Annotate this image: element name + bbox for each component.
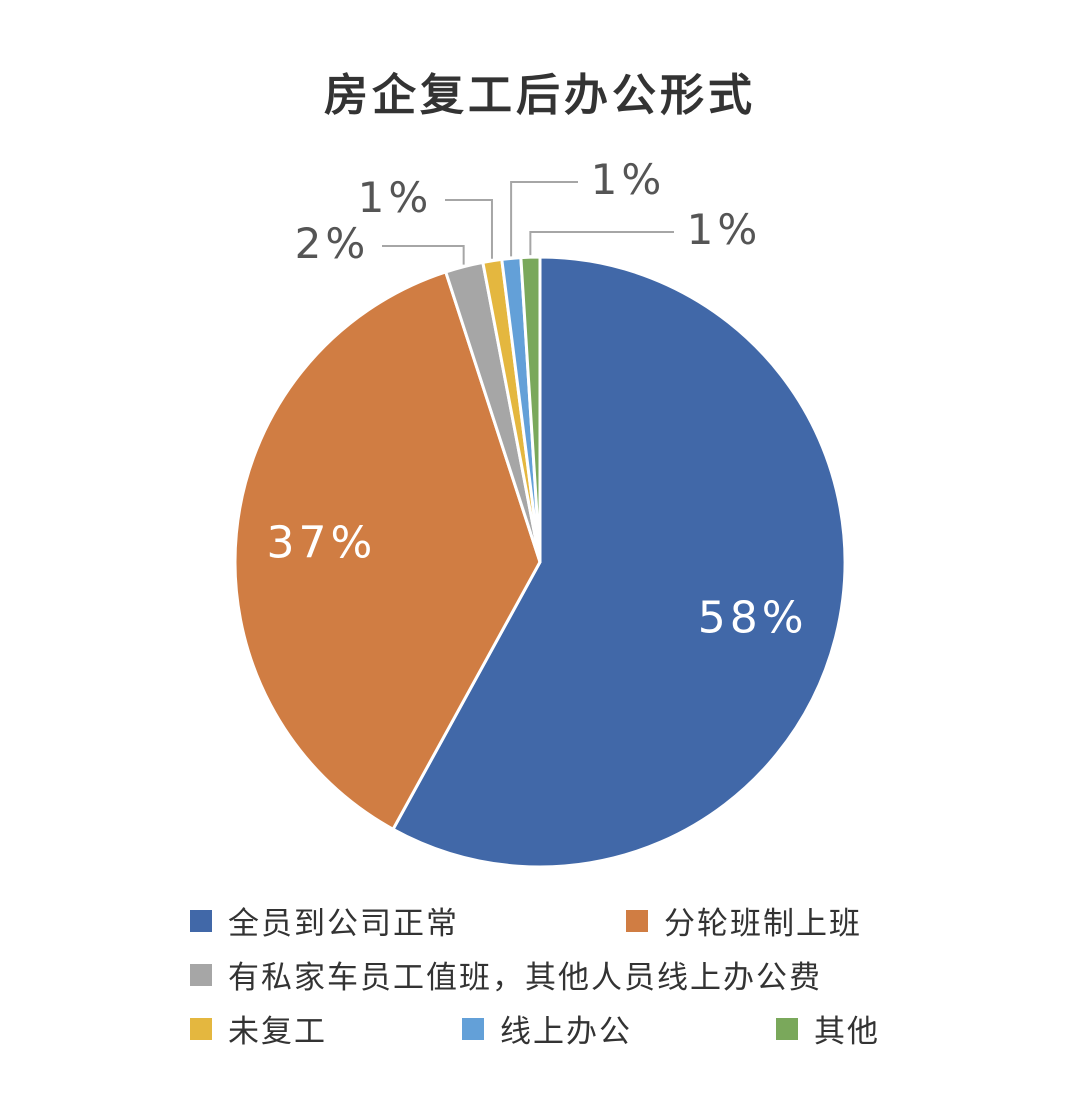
legend-label: 分轮班制上班 xyxy=(664,906,862,942)
legend-swatch xyxy=(190,909,212,932)
legend-swatch xyxy=(776,1017,798,1040)
leader-line-not-resumed xyxy=(445,199,493,259)
legend-label: 其他 xyxy=(814,1014,880,1050)
legend-label: 全员到公司正常 xyxy=(228,906,459,942)
data-label-shifts: 37% xyxy=(266,517,376,568)
leader-line-other xyxy=(529,231,674,256)
data-label-not-resumed: 1% xyxy=(358,173,433,222)
legend-item-full-staff: 全员到公司正常 xyxy=(190,898,459,943)
leader-line-online xyxy=(510,181,578,257)
pie-slices xyxy=(233,255,847,869)
legend-label: 未复工 xyxy=(228,1014,327,1050)
pie-slice-full-staff xyxy=(391,255,847,869)
pie-slice-shifts xyxy=(233,270,542,832)
legend-swatch xyxy=(190,963,212,986)
data-label-full-staff: 58% xyxy=(698,593,808,644)
legend-label: 有私家车员工值班，其他人员线上办公费 xyxy=(228,960,822,996)
legend-item-other: 其他 xyxy=(776,1006,880,1051)
legend-item-not-resumed: 未复工 xyxy=(190,1006,327,1051)
legend-swatch xyxy=(626,909,648,932)
leader-line-private-car xyxy=(382,245,465,265)
leader-lines xyxy=(382,181,674,265)
data-labels: 58%37%2%1% 1%1% xyxy=(266,155,808,644)
chart-title: 房企复工后办公形式 xyxy=(324,70,756,121)
data-label-other: 1% xyxy=(687,205,762,254)
data-label-private-car: 2% xyxy=(295,219,370,268)
legend-item-private-car: 有私家车员工值班，其他人员线上办公费 xyxy=(190,952,822,997)
legend-swatch xyxy=(462,1017,484,1040)
data-label-online: 1% xyxy=(591,155,666,204)
legend-label: 线上办公 xyxy=(500,1014,632,1050)
pie-slice-other xyxy=(519,255,542,563)
legend-item-online: 线上办公 xyxy=(462,1006,632,1051)
legend-item-shifts: 分轮班制上班 xyxy=(626,898,862,943)
legend-swatch xyxy=(190,1017,212,1040)
